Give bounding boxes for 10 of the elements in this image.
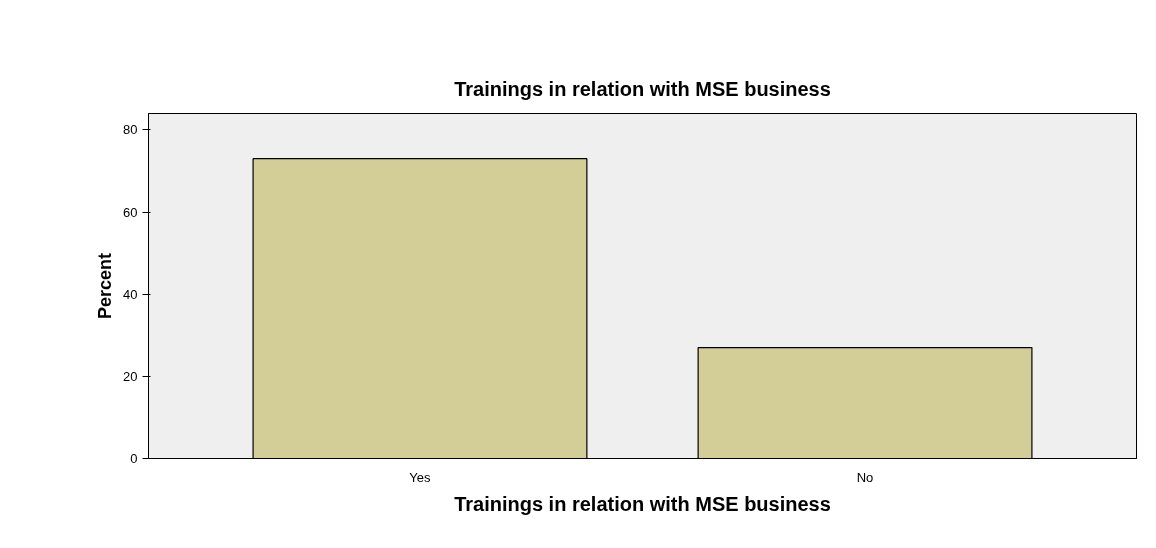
x-tick-label: No — [856, 469, 874, 485]
chart-title: Trainings in relation with MSE business — [454, 77, 831, 100]
y-tick-label: 20 — [123, 368, 138, 384]
y-tick-label: 60 — [123, 204, 138, 220]
y-tick-label: 40 — [123, 286, 138, 302]
y-tick-label: 0 — [130, 451, 138, 466]
x-tick-label: Yes — [409, 469, 432, 485]
y-tick-label: 80 — [123, 122, 138, 138]
x-axis-title: Trainings in relation with MSE business — [454, 492, 831, 515]
y-axis-title: Percent — [95, 252, 116, 320]
